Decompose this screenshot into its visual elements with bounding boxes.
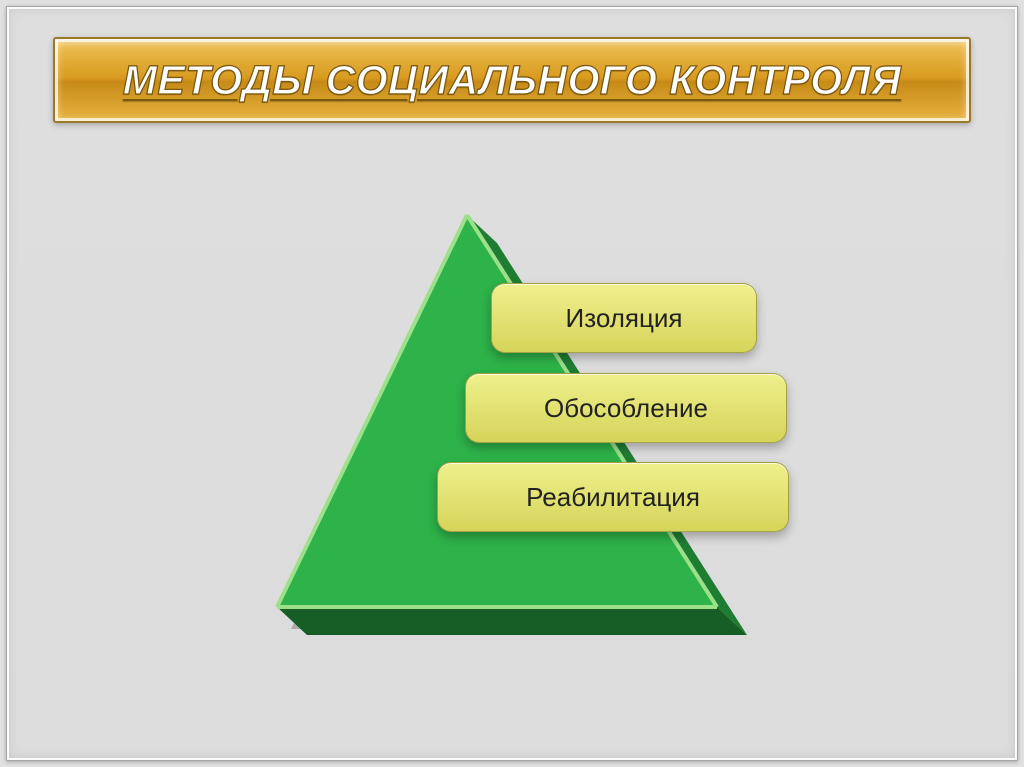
method-item-3: Реабилитация [437, 462, 789, 532]
method-item-1-label: Изоляция [566, 303, 683, 334]
method-item-3-label: Реабилитация [526, 482, 700, 513]
method-item-2-label: Обособление [544, 393, 708, 424]
title-bar: МЕТОДЫ СОЦИАЛЬНОГО КОНТРОЛЯ [53, 37, 971, 123]
slide-frame: МЕТОДЫ СОЦИАЛЬНОГО КОНТРОЛЯ Изоляция Обо… [6, 6, 1018, 761]
title-text: МЕТОДЫ СОЦИАЛЬНОГО КОНТРОЛЯ [123, 57, 901, 104]
pyramid-bottom-face [277, 607, 747, 635]
method-item-1: Изоляция [491, 283, 757, 353]
method-item-2: Обособление [465, 373, 787, 443]
pyramid-diagram: Изоляция Обособление Реабилитация [247, 197, 807, 677]
